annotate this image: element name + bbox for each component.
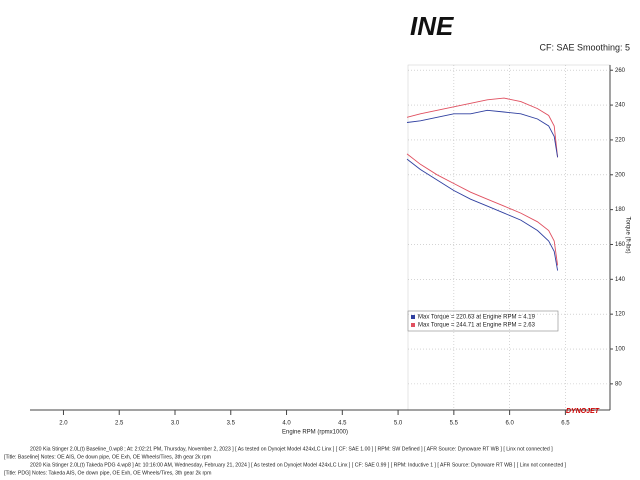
y-tick-label: 180 [615,207,626,213]
data-line [406,109,559,158]
y-axis-label: Torque (ft-lbs) [624,216,630,253]
note-line: 2020 Kia Stinger 2.0L(t) Takeda PDG 4.wp… [30,462,567,468]
legend-swatch [411,323,415,327]
brand-logo: DYNOJET [566,408,600,415]
note-line: [Title: Baseline] Notes: OE AIS, Oe down… [4,454,211,460]
legend-entry: Max Torque = 220.63 at Engine RPM = 4.19 [418,315,536,321]
x-tick-label: 4.5 [338,421,347,427]
y-tick-label: 260 [615,68,626,74]
x-tick-label: 5.5 [450,421,459,427]
y-tick-label: 160 [615,242,626,248]
legend [407,310,559,332]
note-line: [Title: PDG] Notes: Takeda AIS, Oe down … [4,470,211,476]
data-line [406,153,559,266]
y-tick-label: 140 [615,277,626,283]
x-tick-label: 6.0 [505,421,514,427]
x-tick-label: 3.0 [171,421,180,427]
note-line: 2020 Kia Stinger 2.0L(t) Baseline_0.wp8 … [30,446,553,452]
x-tick-label: 3.5 [227,421,236,427]
x-tick-label: 4.0 [282,421,291,427]
y-tick-label: 200 [615,172,626,178]
settings: CF: SAE Smoothing: 5 [539,42,630,52]
logo: INE [410,11,454,41]
x-axis-label: Engine RPM (rpmx1000) [282,430,348,436]
data-line [406,158,559,271]
y-tick-label: 120 [615,312,626,318]
x-tick-label: 2.0 [59,421,68,427]
y-tick-label: 240 [615,103,626,109]
plot-panel [407,64,611,411]
y-tick-label: 220 [615,138,626,144]
x-tick-label: 6.5 [561,421,570,427]
y-tick-label: 100 [615,347,626,353]
legend-entry: Max Torque = 244.71 at Engine RPM = 2.63 [418,323,536,329]
legend-swatch [411,315,415,319]
y-tick-label: 80 [615,381,622,387]
x-tick-label: 5.0 [394,421,403,427]
x-tick-label: 2.5 [115,421,124,427]
data-line [406,97,559,158]
